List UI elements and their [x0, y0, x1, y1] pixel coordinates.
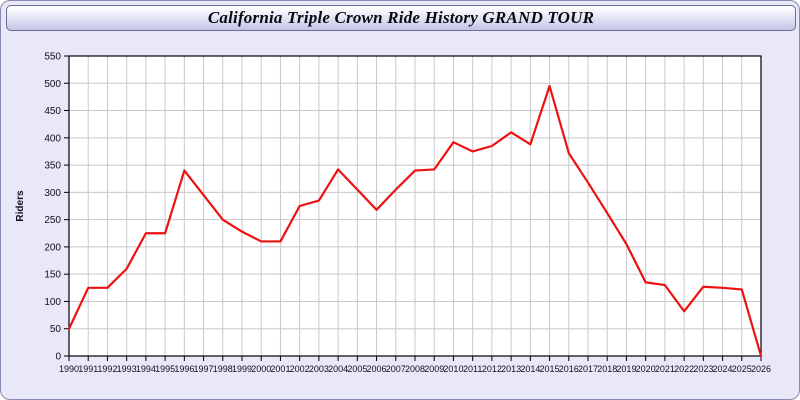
- x-tick-label: 2013: [501, 364, 521, 374]
- x-tick-label: 2003: [309, 364, 329, 374]
- x-tick-label: 2019: [616, 364, 636, 374]
- y-tick-label: 50: [50, 324, 62, 335]
- x-tick-label: 2004: [328, 364, 348, 374]
- y-tick-label: 150: [44, 270, 61, 281]
- x-tick-label: 1992: [97, 364, 117, 374]
- axis-group: [64, 55, 762, 361]
- x-tick-label: 2008: [405, 364, 425, 374]
- x-tick-label: 2006: [367, 364, 387, 374]
- x-tick-label: 2015: [540, 364, 560, 374]
- x-tick-label: 1991: [78, 364, 98, 374]
- y-tick-label: 400: [44, 133, 61, 144]
- y-tick-label: 350: [44, 161, 61, 172]
- x-tick-label: 2022: [674, 364, 694, 374]
- x-tick-label: 1999: [232, 364, 252, 374]
- y-axis-title: Riders: [15, 190, 26, 222]
- data-series-line: [67, 84, 763, 358]
- x-tick-label: 2017: [578, 364, 598, 374]
- x-tick-label: 2012: [482, 364, 502, 374]
- y-tick-label: 500: [44, 79, 61, 90]
- x-tick-label: 2005: [347, 364, 367, 374]
- x-tick-label: 1994: [136, 364, 156, 374]
- x-tick-label: 2001: [270, 364, 290, 374]
- x-tick-label: 2011: [463, 364, 482, 374]
- x-tick-label: 2016: [559, 364, 579, 374]
- x-tick-label: 2010: [443, 364, 463, 374]
- x-tick-label: 1990: [59, 364, 79, 374]
- x-tick-label: 2014: [520, 364, 540, 374]
- x-tick-label: 2009: [424, 364, 444, 374]
- line-chart: 0 50 100 150 200 250 300 350 400 450 500 550 1990 19…: [1, 33, 799, 399]
- x-tick-label: 1993: [117, 364, 137, 374]
- y-tick-label: 200: [44, 242, 61, 253]
- x-tick-label: 2018: [597, 364, 617, 374]
- x-tick-label: 1995: [155, 364, 175, 374]
- x-tick-label: 2023: [693, 364, 713, 374]
- x-tick-label: 2020: [636, 364, 656, 374]
- x-tick-label: 2000: [251, 364, 271, 374]
- y-tick-label: 550: [44, 52, 61, 63]
- x-tick-label: 2021: [655, 364, 675, 374]
- y-tick-labels: 0 50 100 150 200 250 300 350 400 450 500 550: [44, 52, 61, 363]
- x-tick-label: 1996: [174, 364, 194, 374]
- y-tick-label: 250: [44, 215, 61, 226]
- page-title: California Triple Crown Ride History GRA…: [207, 8, 595, 27]
- y-tick-label: 450: [44, 106, 61, 117]
- x-tick-label: 1997: [194, 364, 214, 374]
- window-title-bar: California Triple Crown Ride History GRA…: [6, 5, 796, 31]
- y-tick-label: 100: [44, 297, 61, 308]
- x-tick-label: 2002: [290, 364, 310, 374]
- x-tick-label: 2026: [751, 364, 771, 374]
- x-tick-labels: 1990 1991 1992 1993 1994 1995 1996 1997 1998 1999…: [59, 364, 771, 374]
- y-tick-label: 0: [55, 352, 61, 363]
- x-tick-label: 2007: [386, 364, 406, 374]
- y-tick-label: 300: [44, 188, 61, 199]
- x-tick-label: 2025: [732, 364, 752, 374]
- x-tick-label: 2024: [713, 364, 733, 374]
- plot-frame: [68, 55, 762, 357]
- gridline-group: [69, 56, 761, 356]
- x-tick-label: 1998: [213, 364, 233, 374]
